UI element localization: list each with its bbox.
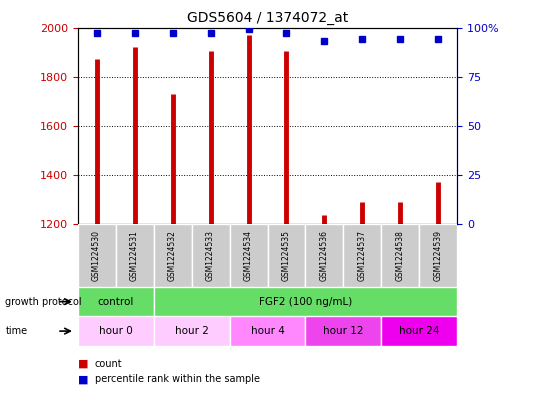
Bar bbox=[154, 316, 230, 346]
Bar bbox=[381, 224, 419, 287]
Bar bbox=[116, 224, 154, 287]
Text: GSM1224539: GSM1224539 bbox=[434, 230, 443, 281]
Text: GSM1224538: GSM1224538 bbox=[396, 230, 405, 281]
Text: control: control bbox=[97, 297, 134, 307]
Text: GSM1224536: GSM1224536 bbox=[320, 230, 329, 281]
Bar bbox=[305, 316, 381, 346]
Text: GSM1224537: GSM1224537 bbox=[358, 230, 367, 281]
Bar bbox=[419, 224, 457, 287]
Text: GSM1224532: GSM1224532 bbox=[168, 230, 177, 281]
Title: GDS5604 / 1374072_at: GDS5604 / 1374072_at bbox=[187, 11, 348, 25]
Bar bbox=[230, 316, 305, 346]
Bar bbox=[154, 224, 192, 287]
Text: time: time bbox=[5, 326, 27, 336]
Text: growth protocol: growth protocol bbox=[5, 297, 82, 307]
Text: FGF2 (100 ng/mL): FGF2 (100 ng/mL) bbox=[259, 297, 352, 307]
Text: hour 0: hour 0 bbox=[98, 326, 133, 336]
Text: GSM1224535: GSM1224535 bbox=[282, 230, 291, 281]
Bar bbox=[78, 287, 154, 316]
Text: GSM1224530: GSM1224530 bbox=[92, 230, 101, 281]
Text: count: count bbox=[95, 358, 123, 369]
Bar bbox=[268, 224, 305, 287]
Text: GSM1224531: GSM1224531 bbox=[130, 230, 139, 281]
Text: ■: ■ bbox=[78, 358, 88, 369]
Bar bbox=[154, 287, 457, 316]
Bar bbox=[78, 316, 154, 346]
Text: hour 4: hour 4 bbox=[250, 326, 285, 336]
Text: hour 24: hour 24 bbox=[399, 326, 440, 336]
Bar bbox=[230, 224, 268, 287]
Bar bbox=[343, 224, 381, 287]
Bar bbox=[305, 224, 343, 287]
Text: percentile rank within the sample: percentile rank within the sample bbox=[95, 374, 259, 384]
Bar bbox=[78, 224, 116, 287]
Text: GSM1224533: GSM1224533 bbox=[206, 230, 215, 281]
Bar bbox=[381, 316, 457, 346]
Text: hour 12: hour 12 bbox=[323, 326, 364, 336]
Bar bbox=[192, 224, 230, 287]
Text: ■: ■ bbox=[78, 374, 88, 384]
Text: GSM1224534: GSM1224534 bbox=[244, 230, 253, 281]
Text: hour 2: hour 2 bbox=[174, 326, 209, 336]
